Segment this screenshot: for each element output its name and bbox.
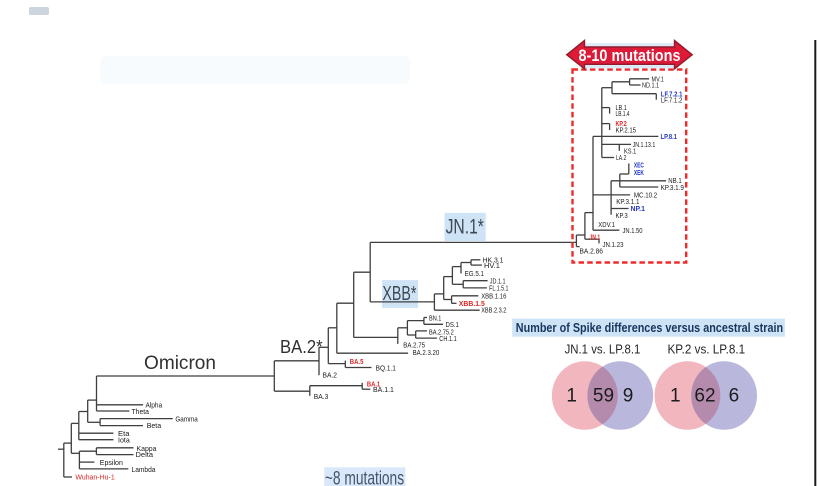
svg-text:BN.1: BN.1 [429, 313, 441, 322]
svg-text:~8 mutations: ~8 mutations [325, 467, 404, 486]
svg-text:1: 1 [670, 385, 681, 406]
svg-text:6: 6 [729, 385, 740, 406]
svg-text:Wuhan-Hu-1: Wuhan-Hu-1 [75, 473, 114, 482]
svg-text:JN.1 vs. LP.8.1: JN.1 vs. LP.8.1 [565, 342, 641, 357]
svg-text:1: 1 [566, 385, 577, 406]
svg-text:LB.1.4: LB.1.4 [616, 109, 630, 118]
svg-text:HK.3.1: HK.3.1 [483, 255, 504, 264]
svg-text:Alpha: Alpha [146, 401, 163, 410]
svg-text:Iota: Iota [118, 436, 130, 445]
svg-text:JN.1.23: JN.1.23 [603, 240, 624, 249]
svg-text:EG.5.1: EG.5.1 [465, 269, 484, 278]
svg-text:Delta: Delta [136, 450, 154, 459]
svg-text:HV.1: HV.1 [484, 261, 500, 270]
svg-text:LP.8.1: LP.8.1 [661, 132, 678, 141]
svg-text:KS.1: KS.1 [624, 147, 636, 156]
svg-text:NP.1: NP.1 [631, 204, 645, 213]
svg-text:JN.1: JN.1 [589, 233, 600, 242]
svg-text:BA.5: BA.5 [350, 357, 364, 366]
svg-text:Theta: Theta [132, 407, 150, 416]
svg-text:MC.10.2: MC.10.2 [634, 191, 657, 200]
svg-text:BA.2: BA.2 [323, 371, 338, 380]
svg-text:Beta: Beta [147, 421, 162, 430]
svg-text:JN.1.50: JN.1.50 [623, 226, 643, 235]
svg-text:Epsilon: Epsilon [100, 458, 123, 467]
svg-text:BQ.1.1: BQ.1.1 [376, 364, 396, 373]
svg-text:BA.2.75.2: BA.2.75.2 [429, 327, 454, 336]
svg-text:FL.1.5.1: FL.1.5.1 [489, 284, 508, 293]
svg-text:LB.1: LB.1 [616, 103, 627, 112]
svg-text:BA.1: BA.1 [367, 379, 380, 388]
svg-text:NB.1: NB.1 [668, 176, 681, 185]
svg-text:Eta: Eta [118, 429, 130, 438]
svg-text:9: 9 [623, 385, 634, 406]
svg-text:MV.1: MV.1 [652, 74, 664, 83]
svg-text:62: 62 [694, 385, 715, 406]
svg-text:Lambda: Lambda [132, 465, 156, 474]
svg-text:JN.1.13.1: JN.1.13.1 [633, 140, 656, 149]
svg-text:Kappa: Kappa [137, 444, 157, 453]
svg-text:BA.3: BA.3 [314, 392, 329, 401]
svg-text:ND.1.1: ND.1.1 [642, 81, 659, 90]
svg-text:KP.3: KP.3 [616, 211, 628, 220]
svg-text:LF.7.1.2: LF.7.1.2 [661, 95, 683, 104]
svg-text:BA.2.86: BA.2.86 [580, 247, 603, 256]
svg-text:KP.2: KP.2 [616, 119, 627, 128]
svg-text:XDV.1: XDV.1 [598, 220, 615, 229]
svg-text:8-10 mutations: 8-10 mutations [579, 46, 681, 65]
svg-text:LA.2: LA.2 [616, 153, 626, 162]
svg-text:XBB.1.16: XBB.1.16 [481, 291, 506, 300]
svg-text:XEC: XEC [634, 161, 644, 170]
svg-text:DS.1: DS.1 [446, 320, 459, 329]
svg-text:Omicron: Omicron [144, 352, 216, 374]
svg-text:BA.2.3.20: BA.2.3.20 [413, 348, 440, 357]
svg-text:59: 59 [593, 385, 614, 406]
svg-text:XBB.2.3.2: XBB.2.3.2 [481, 306, 506, 315]
svg-text:KP.2 vs. LP.8.1: KP.2 vs. LP.8.1 [668, 342, 746, 357]
svg-text:BA.1.1: BA.1.1 [373, 385, 394, 394]
svg-text:Number of Spike differences ve: Number of Spike differences versus ances… [516, 320, 783, 335]
svg-text:LF.7.2.1: LF.7.2.1 [661, 89, 683, 98]
svg-text:Gamma: Gamma [175, 414, 197, 423]
svg-text:XBB*: XBB* [382, 283, 416, 305]
svg-text:BA.2.75: BA.2.75 [403, 340, 425, 349]
svg-text:XBB.1.5: XBB.1.5 [459, 299, 485, 308]
svg-text:KP.2.15: KP.2.15 [616, 126, 637, 135]
svg-text:JN.1*: JN.1* [446, 215, 484, 238]
svg-text:KP.3.1.1: KP.3.1.1 [616, 197, 639, 206]
svg-text:BA.2*: BA.2* [280, 336, 323, 357]
svg-text:KP.3.1.9: KP.3.1.9 [661, 183, 684, 192]
svg-text:CH.1.1: CH.1.1 [439, 334, 457, 343]
svg-text:JD.1.1: JD.1.1 [490, 276, 506, 285]
svg-text:XEK: XEK [634, 168, 645, 177]
